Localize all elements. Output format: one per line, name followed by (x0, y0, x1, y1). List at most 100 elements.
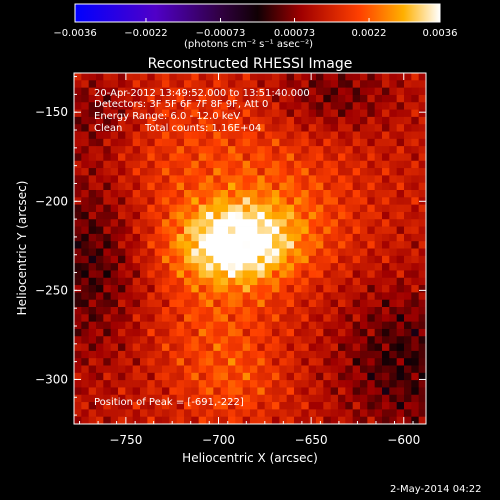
heatmap-cell (176, 182, 185, 191)
heatmap-cell (125, 285, 134, 293)
heatmap-cell (264, 307, 273, 315)
heatmap-cell (169, 336, 178, 344)
heatmap-cell (345, 402, 354, 410)
heatmap-cell (118, 102, 126, 110)
heatmap-cell (374, 321, 383, 330)
heatmap-cell (198, 94, 207, 103)
heatmap-cell (330, 175, 339, 184)
heatmap-cell (213, 233, 222, 242)
heatmap-cell (411, 299, 420, 308)
heatmap-cell (213, 409, 222, 418)
heatmap-cell (88, 416, 97, 424)
heatmap-cell (250, 87, 258, 96)
heatmap-cell (228, 314, 236, 323)
heatmap-cell (184, 87, 192, 96)
heatmap-cell (118, 387, 126, 396)
heatmap-cell (154, 241, 163, 249)
heatmap-cell (169, 94, 178, 103)
heatmap-cell (382, 197, 390, 206)
heatmap-cell (169, 314, 178, 323)
heatmap-cell (352, 73, 361, 81)
heatmap-cell (169, 350, 178, 359)
heatmap-cell (264, 87, 273, 96)
heatmap-cell (228, 277, 236, 286)
heatmap-cell (213, 394, 222, 403)
peak-position-text: Position of Peak = [-691,-222] (94, 397, 244, 408)
heatmap-cell (301, 146, 310, 154)
heatmap-cell (316, 87, 324, 96)
heatmap-cell (154, 94, 163, 103)
heatmap-cell (140, 204, 148, 213)
heatmap-cell (213, 138, 222, 147)
heatmap-cell (213, 190, 222, 198)
heatmap-cell (411, 146, 420, 154)
heatmap-cell (389, 380, 398, 388)
heatmap-cell (367, 80, 376, 89)
heatmap-cell (184, 204, 192, 213)
heatmap-cell (330, 219, 339, 227)
heatmap-cell (330, 160, 339, 169)
heatmap-cell (345, 365, 354, 374)
heatmap-cell (96, 146, 104, 154)
heatmap-cell (132, 263, 141, 271)
heatmap-cell (191, 292, 200, 301)
heatmap-cell (382, 292, 390, 301)
heatmap-cell (411, 153, 420, 162)
heatmap-cell (323, 204, 332, 213)
heatmap-cell (96, 263, 104, 271)
heatmap-cell (88, 124, 97, 132)
heatmap-cell (389, 233, 398, 242)
heatmap-cell (418, 87, 426, 96)
heatmap-cell (389, 336, 398, 344)
heatmap-cell (125, 365, 134, 374)
heatmap-cell (176, 365, 185, 374)
heatmap-cell (162, 219, 170, 227)
heatmap-cell (88, 109, 97, 118)
heatmap-cell (316, 365, 324, 374)
heatmap-cell (235, 277, 244, 286)
heatmap-cell (352, 248, 361, 257)
heatmap-cell (338, 394, 346, 403)
heatmap-cell (345, 197, 354, 206)
heatmap-cell (323, 153, 332, 162)
heatmap-cell (191, 175, 200, 184)
heatmap-cell (235, 197, 244, 206)
heatmap-cell (404, 190, 412, 198)
heatmap-cell (176, 138, 185, 147)
heatmap-cell (169, 343, 178, 352)
heatmap-cell (88, 292, 97, 301)
heatmap-cell (88, 116, 97, 125)
heatmap-cell (110, 131, 119, 140)
heatmap-cell (404, 80, 412, 89)
heatmap-cell (272, 409, 280, 418)
heatmap-cell (272, 219, 280, 227)
heatmap-cell (316, 211, 324, 220)
heatmap-cell (323, 116, 332, 125)
heatmap-cell (257, 146, 266, 154)
heatmap-cell (418, 219, 426, 227)
heatmap-cell (257, 102, 266, 110)
heatmap-cell (404, 87, 412, 96)
heatmap-cell (132, 409, 141, 418)
heatmap-cell (367, 358, 376, 366)
heatmap-cell (418, 80, 426, 89)
heatmap-cell (235, 168, 244, 176)
heatmap-cell (352, 109, 361, 118)
heatmap-cell (169, 204, 178, 213)
heatmap-cell (147, 211, 156, 220)
heatmap-cell (132, 307, 141, 315)
heatmap-cell (96, 197, 104, 206)
heatmap-cell (360, 402, 368, 410)
heatmap-cell (301, 204, 310, 213)
heatmap-cell (338, 409, 346, 418)
heatmap-cell (396, 255, 405, 264)
heatmap-cell (96, 409, 104, 418)
heatmap-cell (367, 131, 376, 140)
heatmap-cell (330, 226, 339, 235)
heatmap-cell (272, 292, 280, 301)
heatmap-cell (316, 402, 324, 410)
heatmap-cell (228, 168, 236, 176)
heatmap-cell (242, 307, 251, 315)
heatmap-cell (286, 248, 295, 257)
